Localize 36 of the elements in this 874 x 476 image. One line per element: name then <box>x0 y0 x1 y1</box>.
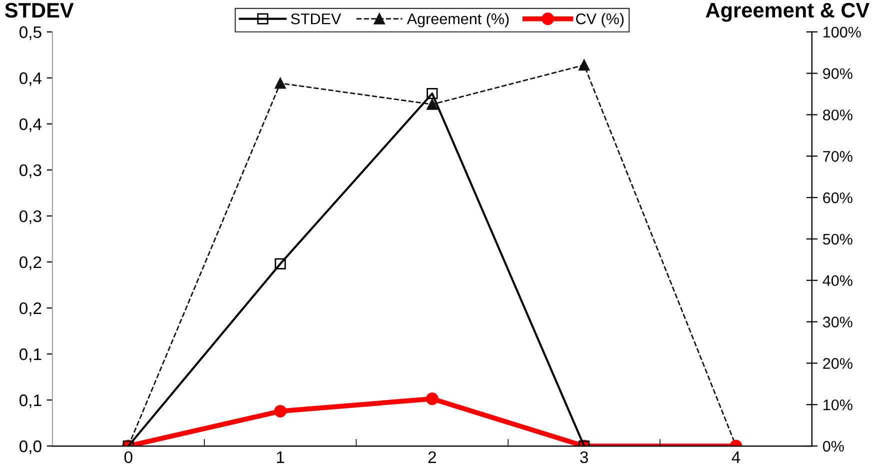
y2-tick-label: 70% <box>823 150 852 162</box>
y-axis-title: STDEV <box>4 2 74 18</box>
point <box>578 59 590 71</box>
x-tick-label: 2 <box>428 451 436 463</box>
y2-axis-title: Agreement & CV <box>706 2 870 22</box>
x-tick-label: 4 <box>732 451 740 463</box>
y2-tick-label: 40% <box>822 275 852 286</box>
y-tick-label: 0,0 <box>20 440 42 454</box>
y-tick-label: 0,2 <box>20 302 42 316</box>
point <box>426 98 438 110</box>
y2-tick-label: 30% <box>822 316 852 328</box>
legend-label: STDEV <box>290 13 342 24</box>
x-tick-label: 3 <box>580 451 588 464</box>
y2-tick-label: 100% <box>824 26 861 38</box>
legend-label: CV (%) <box>576 13 624 28</box>
point <box>274 258 286 270</box>
y-tick-label: 0,1 <box>20 394 42 408</box>
x-tick-label: 1 <box>276 451 284 463</box>
y-tick-label: 0,4 <box>20 72 42 86</box>
y-tick-label: 0,1 <box>20 348 42 362</box>
y-tick-label: 0,5 <box>20 26 42 40</box>
point <box>274 78 286 89</box>
y-tick-label: 0,2 <box>20 256 42 270</box>
y-tick-label: 0,3 <box>20 210 42 224</box>
y2-tick-label: 10% <box>824 399 852 410</box>
point <box>426 88 438 100</box>
x-tick-label: 0 <box>124 451 132 464</box>
y2-tick-label: 0% <box>822 440 844 452</box>
y-tick-label: 0,4 <box>20 118 42 132</box>
y2-tick-label: 90% <box>823 68 852 79</box>
y-tick-label: 0,3 <box>20 164 42 178</box>
y2-tick-label: 50% <box>822 234 852 245</box>
legend-label: Agreement (%) <box>406 13 509 28</box>
y2-tick-label: 80% <box>823 110 852 120</box>
y2-tick-label: 60% <box>823 192 852 204</box>
y2-tick-label: 20% <box>823 358 852 369</box>
